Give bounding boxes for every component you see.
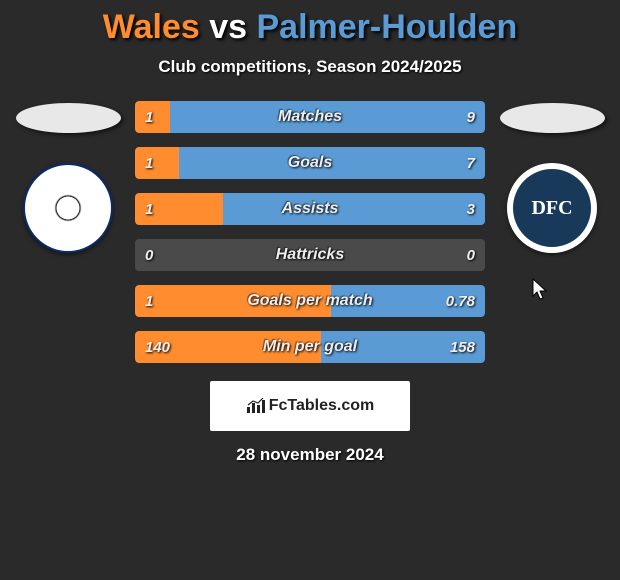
stat-bar: 19Matches xyxy=(135,101,485,133)
watermark-text: FcTables.com xyxy=(269,397,375,415)
stat-label: Goals per match xyxy=(135,285,485,317)
right-photo-placeholder xyxy=(500,103,605,133)
left-photo-placeholder xyxy=(16,103,121,133)
right-club-crest: DFC xyxy=(507,163,597,253)
stat-label: Matches xyxy=(135,101,485,133)
comparison-title: Wales vs Palmer-Houlden xyxy=(0,0,620,47)
stat-label: Assists xyxy=(135,193,485,225)
stat-bar: 10.78Goals per match xyxy=(135,285,485,317)
stat-bar: 140158Min per goal xyxy=(135,331,485,363)
title-vs: vs xyxy=(200,8,257,46)
generated-date: 28 november 2024 xyxy=(0,445,620,465)
stat-bar: 17Goals xyxy=(135,147,485,179)
title-player-left: Wales xyxy=(103,8,200,46)
stat-label: Hattricks xyxy=(135,239,485,271)
stat-bar: 13Assists xyxy=(135,193,485,225)
left-club-crest xyxy=(23,163,113,253)
stat-bars: 19Matches 17Goals 13Assists 00Hattricks 10.7… xyxy=(135,101,485,363)
stat-label: Goals xyxy=(135,147,485,179)
chart-icon xyxy=(246,398,266,414)
watermark: FcTables.com xyxy=(210,381,410,431)
title-player-right: Palmer-Houlden xyxy=(257,8,518,46)
stat-bar: 00Hattricks xyxy=(135,239,485,271)
comparison-body: 19Matches 17Goals 13Assists 00Hattricks 10.7… xyxy=(0,101,620,363)
left-side xyxy=(13,101,123,253)
right-side: DFC xyxy=(497,101,607,253)
stat-label: Min per goal xyxy=(135,331,485,363)
subtitle: Club competitions, Season 2024/2025 xyxy=(0,57,620,77)
